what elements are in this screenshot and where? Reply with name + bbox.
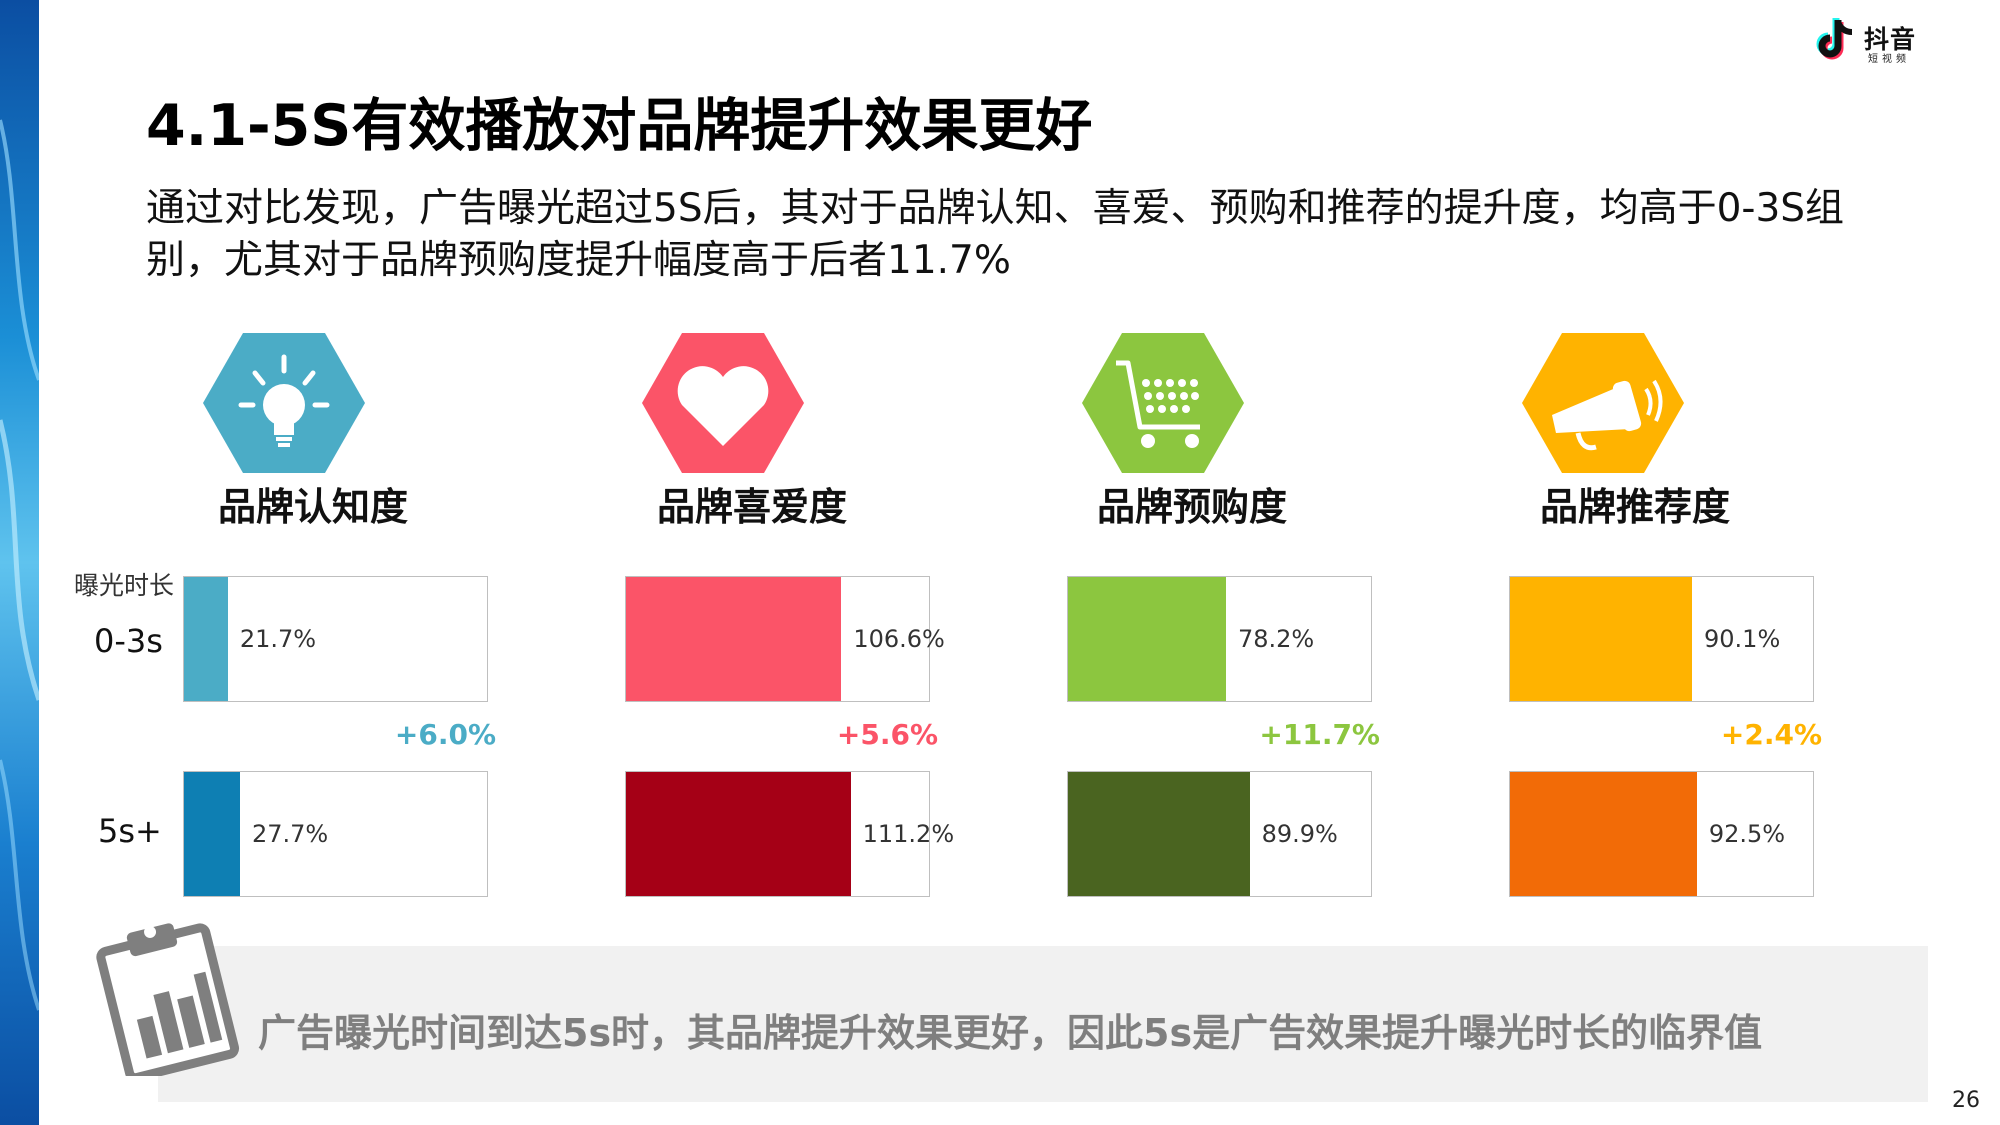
bar-value-label: 89.9% [1261, 820, 1338, 848]
conclusion-panel [158, 946, 1928, 1102]
bar-value-label: 90.1% [1704, 625, 1781, 653]
bar [1068, 577, 1226, 701]
bar [626, 772, 851, 896]
bar-box: 27.7% [183, 771, 488, 897]
category-label: 品牌预购度 [1097, 485, 1288, 529]
conclusion-text: 广告曝光时间到达5s时，其品牌提升效果更好，因此5s是广告效果提升曝光时长的临界… [258, 1011, 1763, 1055]
bar [1068, 772, 1250, 896]
bar-box: 92.5% [1509, 771, 1814, 897]
bar-box: 106.6% [625, 576, 945, 702]
bar [1510, 772, 1697, 896]
category-label: 品牌认知度 [218, 485, 409, 529]
delta-label: +6.0% [394, 718, 496, 751]
bar-box: 78.2% [1067, 576, 1372, 702]
bar-value-label: 111.2% [862, 820, 955, 848]
page-title: 4.1-5S有效播放对品牌提升效果更好 [146, 93, 1093, 159]
delta-label: +5.6% [836, 718, 938, 751]
bar-value-label: 106.6% [853, 625, 945, 653]
bar [184, 577, 228, 701]
shopping-cart-icon [1082, 333, 1244, 473]
row-label-5s: 5s+ [98, 812, 162, 850]
logo-text: 抖音 [1864, 25, 1917, 54]
clipboard-chart-icon [96, 923, 240, 1076]
page-subtitle: 通过对比发现，广告曝光超过5S后，其对于品牌认知、喜爱、预购和推荐的提升度，均高… [146, 186, 1845, 283]
bar-box: 111.2% [625, 771, 954, 897]
delta-label: +11.7% [1259, 718, 1380, 751]
bar-value-label: 92.5% [1708, 820, 1786, 848]
douyin-logo: 抖音 短视频 [1812, 14, 1932, 65]
bar [626, 577, 842, 701]
bar-value-label: 21.7% [239, 625, 317, 653]
bar [1510, 577, 1692, 701]
bar-box: 21.7% [183, 576, 488, 702]
row-label-0-3s: 0-3s [94, 622, 163, 660]
category-label: 品牌推荐度 [1540, 485, 1731, 529]
category-label: 品牌喜爱度 [657, 485, 848, 529]
bar [184, 772, 240, 896]
bar-value-label: 78.2% [1237, 625, 1315, 653]
page-number: 26 [1952, 1088, 1980, 1113]
bar-box: 89.9% [1067, 771, 1372, 897]
lightbulb-icon [203, 333, 365, 473]
megaphone-icon [1522, 333, 1684, 473]
left-decorative-band [0, 0, 39, 1125]
delta-label: +2.4% [1720, 718, 1822, 751]
douyin-logo-icon [1816, 18, 1853, 60]
logo-subtext: 短视频 [1868, 54, 1910, 65]
heart-icon [642, 333, 804, 473]
axis-label: 曝光时长 [74, 571, 175, 600]
bar-value-label: 27.7% [251, 820, 329, 848]
bar-box: 90.1% [1509, 576, 1814, 702]
